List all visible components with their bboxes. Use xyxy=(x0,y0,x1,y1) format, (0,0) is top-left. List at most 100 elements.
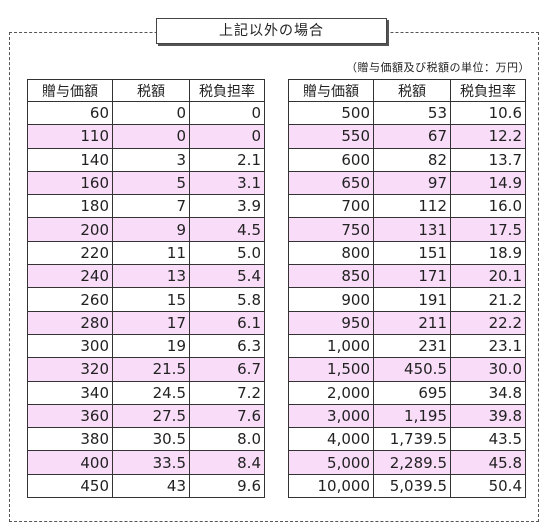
cell-gift-amount: 950 xyxy=(288,310,374,335)
cell-tax-rate: 30.0 xyxy=(450,357,526,382)
cell-tax-amount: 9 xyxy=(112,217,190,242)
cell-tax-amount: 0 xyxy=(112,100,190,126)
cell-tax-rate: 3.9 xyxy=(189,194,265,219)
table-row: 700 112 16.0 xyxy=(288,194,526,219)
cell-tax-rate: 8.4 xyxy=(189,450,265,475)
cell-gift-amount: 260 xyxy=(27,287,113,312)
cell-tax-rate: 20.1 xyxy=(450,264,526,289)
header-gift-amount: 贈与価額 xyxy=(27,79,113,102)
cell-gift-amount: 1,500 xyxy=(288,357,374,382)
table-row: 650 97 14.9 xyxy=(288,170,526,196)
table-row: 500 53 10.6 xyxy=(288,100,526,126)
cell-tax-amount: 15 xyxy=(112,287,190,312)
table-row: 240 13 5.4 xyxy=(27,264,265,289)
table-row: 200 9 4.5 xyxy=(27,217,265,242)
cell-gift-amount: 550 xyxy=(288,124,374,149)
cell-gift-amount: 1,000 xyxy=(288,333,374,359)
table-row: 300 19 6.3 xyxy=(27,333,265,359)
table-row: 360 27.5 7.6 xyxy=(27,403,265,429)
cell-tax-amount: 43 xyxy=(112,473,190,499)
table-row: 280 17 6.1 xyxy=(27,310,265,335)
cell-tax-amount: 82 xyxy=(373,147,451,172)
cell-tax-amount: 211 xyxy=(373,310,451,335)
cell-tax-amount: 695 xyxy=(373,380,451,405)
cell-tax-amount: 131 xyxy=(373,217,451,242)
cell-tax-amount: 5 xyxy=(112,170,190,196)
cell-gift-amount: 10,000 xyxy=(288,473,374,499)
header-tax-amount: 税額 xyxy=(373,79,451,102)
cell-tax-rate: 5.0 xyxy=(189,240,265,266)
cell-tax-amount: 1,195 xyxy=(373,403,451,429)
cell-tax-amount: 450.5 xyxy=(373,357,451,382)
header-tax-rate: 税負担率 xyxy=(450,79,526,102)
cell-gift-amount: 700 xyxy=(288,194,374,219)
cell-tax-amount: 3 xyxy=(112,147,190,172)
cell-tax-amount: 0 xyxy=(112,124,190,149)
cell-gift-amount: 4,000 xyxy=(288,427,374,452)
cell-tax-rate: 0 xyxy=(189,124,265,149)
table-row: 400 33.5 8.4 xyxy=(27,450,265,475)
table-row: 110 0 0 xyxy=(27,124,265,149)
table-row: 180 7 3.9 xyxy=(27,194,265,219)
cell-gift-amount: 800 xyxy=(288,240,374,266)
cell-gift-amount: 240 xyxy=(27,264,113,289)
cell-tax-rate: 6.1 xyxy=(189,310,265,335)
cell-tax-amount: 1,739.5 xyxy=(373,427,451,452)
cell-gift-amount: 140 xyxy=(27,147,113,172)
table-row: 750 131 17.5 xyxy=(288,217,526,242)
header-row: 贈与価額 税額 税負担率 xyxy=(288,79,526,102)
table-row: 260 15 5.8 xyxy=(27,287,265,312)
cell-tax-amount: 2,289.5 xyxy=(373,450,451,475)
cell-tax-amount: 97 xyxy=(373,170,451,196)
cell-gift-amount: 400 xyxy=(27,450,113,475)
cell-gift-amount: 300 xyxy=(27,333,113,359)
cell-tax-amount: 27.5 xyxy=(112,403,190,429)
cell-gift-amount: 380 xyxy=(27,427,113,452)
header-tax-amount: 税額 xyxy=(112,79,190,102)
cell-gift-amount: 340 xyxy=(27,380,113,405)
table-row: 450 43 9.6 xyxy=(27,473,265,499)
cell-tax-rate: 45.8 xyxy=(450,450,526,475)
cell-tax-rate: 43.5 xyxy=(450,427,526,452)
cell-tax-amount: 67 xyxy=(373,124,451,149)
table-row: 10,000 5,039.5 50.4 xyxy=(288,473,526,499)
cell-tax-amount: 5,039.5 xyxy=(373,473,451,499)
cell-tax-amount: 151 xyxy=(373,240,451,266)
cell-gift-amount: 450 xyxy=(27,473,113,499)
cell-tax-rate: 50.4 xyxy=(450,473,526,499)
table-row: 850 171 20.1 xyxy=(288,264,526,289)
table-row: 950 211 22.2 xyxy=(288,310,526,335)
cell-tax-rate: 22.2 xyxy=(450,310,526,335)
cell-tax-rate: 0 xyxy=(189,100,265,126)
cell-tax-amount: 33.5 xyxy=(112,450,190,475)
unit-note: （贈与価額及び税額の単位：万円） xyxy=(346,61,530,74)
cell-tax-rate: 5.8 xyxy=(189,287,265,312)
table-row: 1,000 231 23.1 xyxy=(288,333,526,359)
cell-gift-amount: 200 xyxy=(27,217,113,242)
cell-gift-amount: 60 xyxy=(27,100,113,126)
table-row: 1,500 450.5 30.0 xyxy=(288,357,526,382)
tax-table-left: 贈与価額 税額 税負担率 60 0 0 110 0 0 140 3 2.1 160 5 3.1 180 7… xyxy=(27,79,265,499)
cell-gift-amount: 850 xyxy=(288,264,374,289)
cell-gift-amount: 650 xyxy=(288,170,374,196)
cell-tax-rate: 13.7 xyxy=(450,147,526,172)
cell-tax-rate: 5.4 xyxy=(189,264,265,289)
cell-gift-amount: 360 xyxy=(27,403,113,429)
cell-tax-amount: 112 xyxy=(373,194,451,219)
cell-tax-amount: 231 xyxy=(373,333,451,359)
header-gift-amount: 贈与価額 xyxy=(288,79,374,102)
cell-gift-amount: 320 xyxy=(27,357,113,382)
cell-tax-rate: 10.6 xyxy=(450,100,526,126)
cell-gift-amount: 110 xyxy=(27,124,113,149)
cell-tax-rate: 6.3 xyxy=(189,333,265,359)
cell-tax-rate: 2.1 xyxy=(189,147,265,172)
cell-tax-amount: 19 xyxy=(112,333,190,359)
cell-tax-rate: 8.0 xyxy=(189,427,265,452)
cell-gift-amount: 3,000 xyxy=(288,403,374,429)
cell-tax-amount: 191 xyxy=(373,287,451,312)
cell-tax-rate: 34.8 xyxy=(450,380,526,405)
cell-tax-rate: 14.9 xyxy=(450,170,526,196)
cell-tax-rate: 18.9 xyxy=(450,240,526,266)
cell-gift-amount: 600 xyxy=(288,147,374,172)
table-row: 140 3 2.1 xyxy=(27,147,265,172)
